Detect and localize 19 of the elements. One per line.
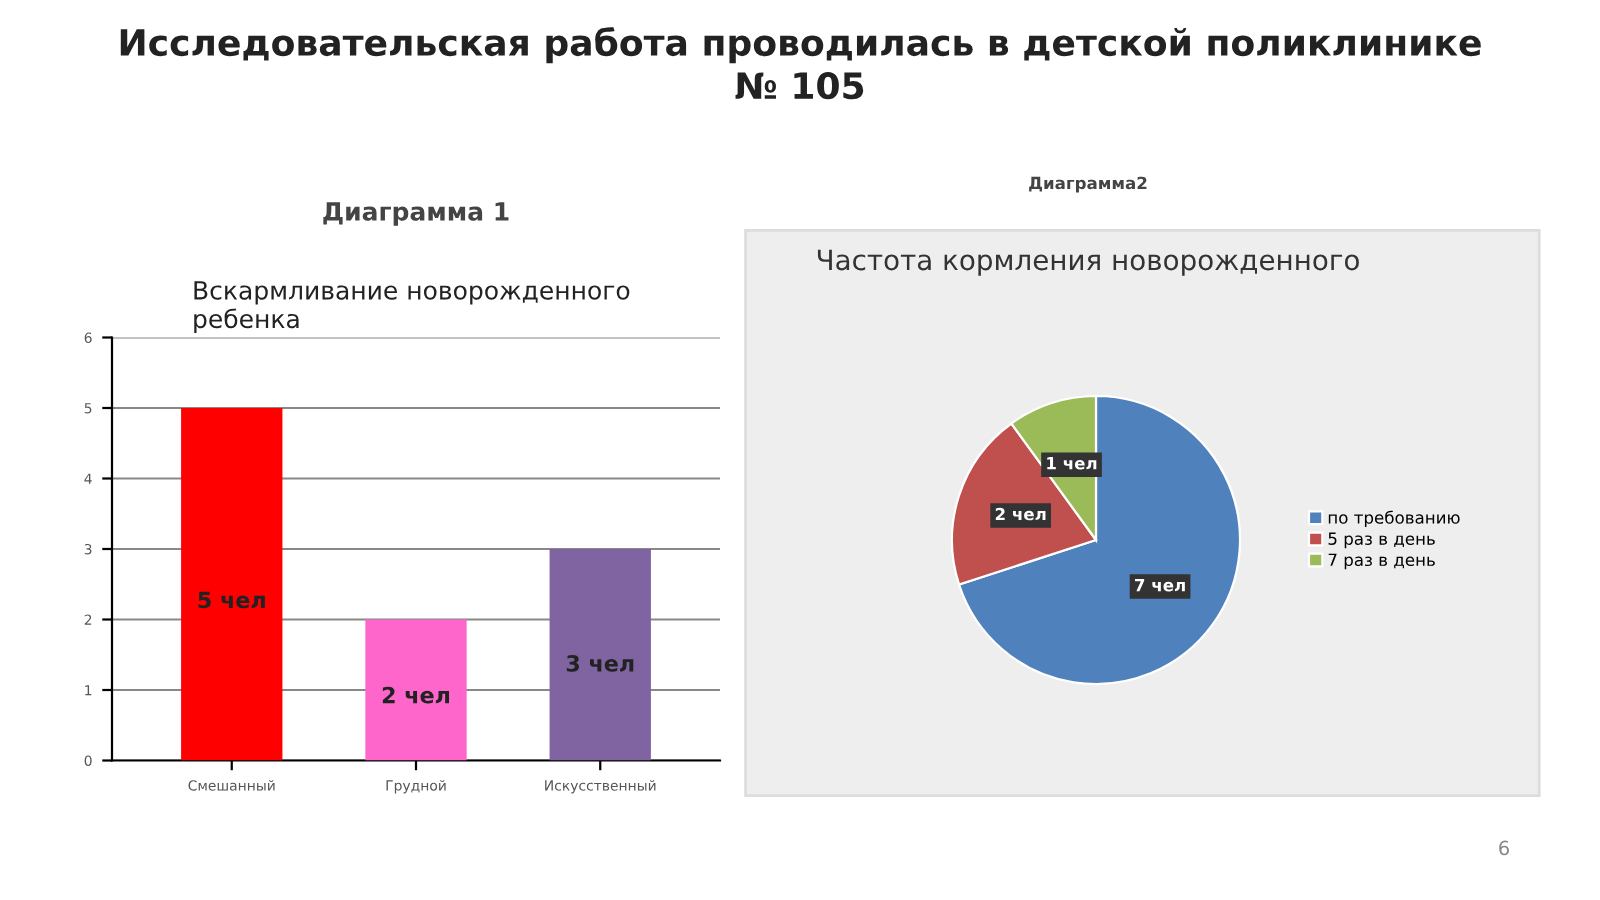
data-label: 7 чел bbox=[1135, 579, 1185, 592]
data-label: 3 чел bbox=[566, 654, 634, 672]
data-label: 5 чел bbox=[198, 591, 265, 609]
bar bbox=[181, 408, 283, 761]
text: Исследовательская работа проводилась в детской поликлинике № 105 bbox=[120, 27, 1481, 100]
chart-subtitle: Частота кормления новорожденного bbox=[817, 249, 1359, 276]
pie-slice bbox=[957, 394, 1242, 686]
chart-subtitle: Вскармливание новорожденного ребенка bbox=[194, 281, 630, 334]
chart-title: Диаграмма 1 bbox=[323, 202, 509, 226]
chart-title: Диаграмма2 bbox=[1029, 176, 1147, 193]
text: 6 bbox=[1499, 840, 1509, 856]
data-label: 2 чел bbox=[382, 686, 450, 704]
data-label: 1 чел bbox=[1047, 457, 1097, 470]
data-label: 2 чел bbox=[995, 507, 1046, 521]
legend-label: по требованию bbox=[1328, 510, 1460, 528]
bar bbox=[549, 549, 651, 761]
legend-label: 7 раз в день bbox=[1328, 553, 1435, 570]
legend-label: 5 раз в день bbox=[1328, 532, 1435, 549]
bar bbox=[365, 619, 467, 761]
